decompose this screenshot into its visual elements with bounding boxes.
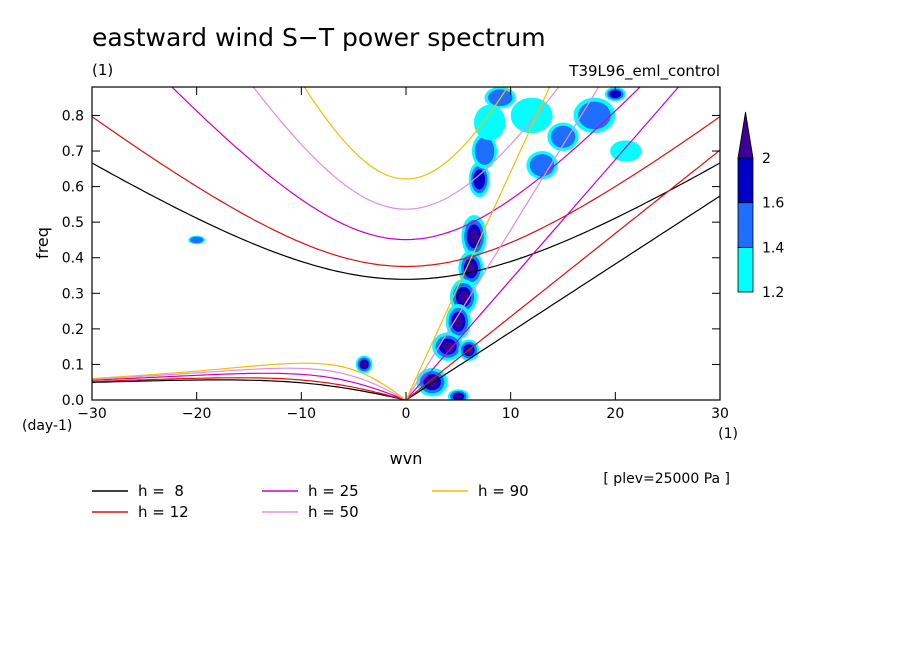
contour-blob (578, 101, 611, 130)
dispersion-curve (92, 116, 720, 268)
contour-blob (442, 341, 454, 352)
x-tick-label: 0 (402, 406, 411, 422)
y-tick-label: 0.7 (62, 144, 84, 160)
dispersion-curve (303, 87, 509, 180)
dispersion-curve (92, 377, 407, 400)
colorbar-label: 2 (762, 151, 771, 167)
legend-label: h = 25 (308, 482, 359, 500)
legend-label: h = 12 (138, 503, 189, 521)
x-tick-label: −20 (182, 406, 212, 422)
contour-blob (454, 394, 462, 399)
colorbar-label: 1.4 (762, 240, 784, 256)
contour-blob (454, 315, 463, 328)
x-tick-label: 20 (606, 406, 624, 422)
contour-blob (474, 104, 506, 141)
dispersion-curve (92, 362, 407, 400)
colorbar-label: 1.2 (762, 285, 784, 301)
legend-label: h = 90 (478, 482, 529, 500)
dispersion-curve (405, 87, 551, 400)
contour-blob (550, 125, 576, 148)
x-tick-label: −10 (287, 406, 317, 422)
dispersion-curve (405, 87, 600, 400)
dispersion-curve (252, 87, 560, 210)
y-tick-label: 0.3 (62, 286, 84, 302)
contour-blob (190, 236, 204, 244)
contour-blob (610, 140, 642, 162)
x-axis-label: wvn (390, 449, 423, 468)
x-tick-label: 10 (502, 406, 520, 422)
x-tick-label: 30 (711, 406, 729, 422)
y-tick-label: 0.5 (62, 215, 84, 231)
dispersion-curve (92, 379, 407, 400)
colorbar-label: 1.6 (762, 196, 784, 212)
y-tick-label: 0.4 (62, 251, 84, 267)
curve-legend: h = 8 h = 12 h = 25 h = 50 h = 90 (92, 482, 529, 521)
colorbar-arrow (737, 111, 754, 159)
y-tick-label: 0.8 (62, 108, 84, 124)
dispersion-curve (405, 195, 720, 400)
dispersion-curves (92, 87, 720, 400)
y-tick-label: 0.6 (62, 180, 84, 196)
colorbar: 1.2 1.4 1.6 2 (737, 111, 784, 301)
dispersion-curve (405, 87, 680, 400)
colorbar-segment (737, 246, 754, 293)
contour-blob (469, 229, 479, 244)
dispersion-curve (405, 149, 720, 400)
chart-subtitle-left: (1) (92, 61, 113, 79)
pressure-level-note: [ plev=25000 Pa ] (603, 471, 730, 487)
dispersion-curve (92, 367, 407, 400)
y-tick-label: 0.2 (62, 322, 84, 338)
contour-blob (473, 169, 486, 190)
axis-ticks: −30 −20 −10 0 10 20 30 0.0 0.1 0.2 0.3 0.4 0.5 0.6 0.7… (62, 87, 729, 422)
legend-label: h = 8 (138, 482, 184, 500)
y-tick-label: 0.1 (62, 357, 84, 373)
dispersion-curve (92, 372, 407, 400)
dispersion-curve (92, 162, 720, 280)
contour-blob (458, 290, 469, 303)
contour-blob (510, 97, 553, 134)
y-tick-label: 0.0 (62, 393, 84, 409)
colorbar-segment (737, 157, 754, 204)
legend-label: h = 50 (308, 503, 359, 521)
plot-frame (91, 86, 721, 401)
dispersion-curve (171, 87, 641, 241)
chart-title: eastward wind S−T power spectrum (92, 23, 546, 52)
x-tick-label: −30 (77, 406, 107, 422)
colorbar-segment (737, 202, 754, 248)
chart-subtitle-right: T39L96_eml_control (568, 62, 720, 81)
y-unit-label: (day-1) (22, 418, 72, 434)
y-axis-label: freq (33, 227, 52, 259)
x-unit-label: (1) (718, 426, 738, 442)
contour-blob (474, 137, 495, 165)
contour-blob (361, 361, 367, 368)
